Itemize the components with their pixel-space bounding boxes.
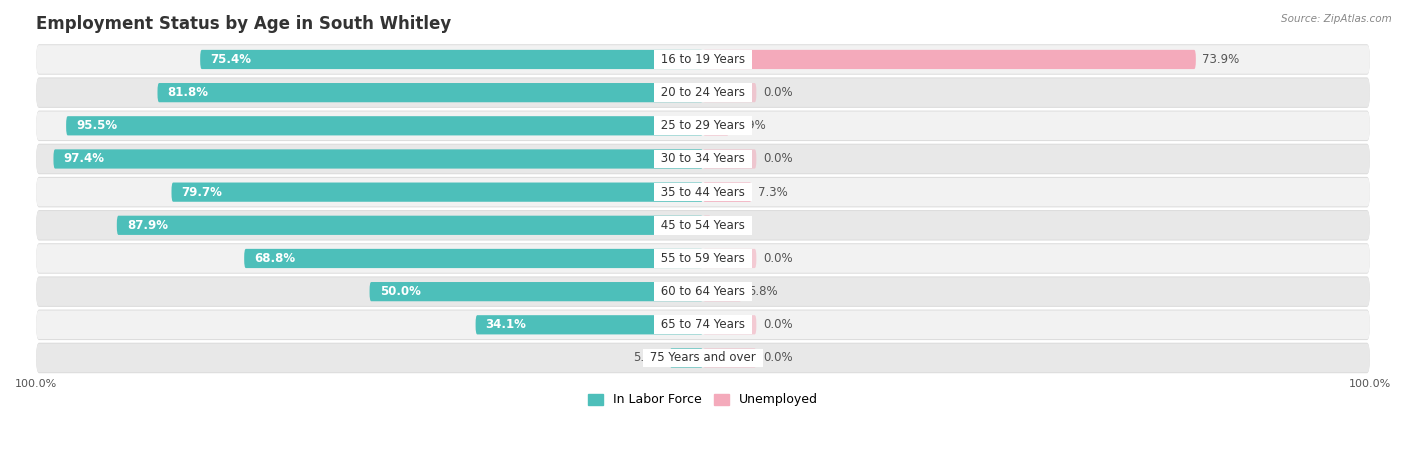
FancyBboxPatch shape <box>172 183 703 202</box>
FancyBboxPatch shape <box>37 309 1369 340</box>
FancyBboxPatch shape <box>37 45 1369 74</box>
Text: 16 to 19 Years: 16 to 19 Years <box>657 53 749 66</box>
FancyBboxPatch shape <box>37 276 1369 307</box>
Text: 79.7%: 79.7% <box>181 186 222 198</box>
FancyBboxPatch shape <box>37 44 1369 75</box>
Text: 50.0%: 50.0% <box>380 285 420 298</box>
Text: 81.8%: 81.8% <box>167 86 208 99</box>
FancyBboxPatch shape <box>703 116 728 135</box>
FancyBboxPatch shape <box>37 78 1369 107</box>
FancyBboxPatch shape <box>370 282 703 301</box>
Text: Employment Status by Age in South Whitley: Employment Status by Age in South Whitle… <box>37 15 451 33</box>
Text: 0.0%: 0.0% <box>763 152 793 166</box>
Text: 73.9%: 73.9% <box>1202 53 1240 66</box>
Text: 55 to 59 Years: 55 to 59 Years <box>657 252 749 265</box>
FancyBboxPatch shape <box>37 110 1369 141</box>
FancyBboxPatch shape <box>37 343 1369 373</box>
FancyBboxPatch shape <box>703 83 756 102</box>
Text: 95.5%: 95.5% <box>76 120 117 132</box>
Text: 35 to 44 Years: 35 to 44 Years <box>657 186 749 198</box>
FancyBboxPatch shape <box>37 78 1369 108</box>
FancyBboxPatch shape <box>157 83 703 102</box>
FancyBboxPatch shape <box>53 149 703 169</box>
FancyBboxPatch shape <box>703 183 752 202</box>
Text: 30 to 34 Years: 30 to 34 Years <box>657 152 749 166</box>
FancyBboxPatch shape <box>703 249 756 268</box>
Text: 5.8%: 5.8% <box>748 285 778 298</box>
FancyBboxPatch shape <box>703 216 711 235</box>
Text: 65 to 74 Years: 65 to 74 Years <box>657 318 749 331</box>
Text: 0.0%: 0.0% <box>763 351 793 364</box>
Text: 75 Years and over: 75 Years and over <box>647 351 759 364</box>
Text: 3.9%: 3.9% <box>735 120 765 132</box>
FancyBboxPatch shape <box>703 149 756 169</box>
FancyBboxPatch shape <box>37 277 1369 306</box>
Text: 34.1%: 34.1% <box>485 318 526 331</box>
FancyBboxPatch shape <box>37 111 1369 140</box>
FancyBboxPatch shape <box>37 243 1369 274</box>
Text: Source: ZipAtlas.com: Source: ZipAtlas.com <box>1281 14 1392 23</box>
FancyBboxPatch shape <box>37 210 1369 240</box>
Text: 0.0%: 0.0% <box>763 318 793 331</box>
FancyBboxPatch shape <box>37 311 1369 339</box>
Text: 75.4%: 75.4% <box>209 53 252 66</box>
FancyBboxPatch shape <box>117 216 703 235</box>
FancyBboxPatch shape <box>37 145 1369 173</box>
Text: 87.9%: 87.9% <box>127 219 167 232</box>
FancyBboxPatch shape <box>37 244 1369 273</box>
FancyBboxPatch shape <box>703 315 756 335</box>
Text: 68.8%: 68.8% <box>254 252 295 265</box>
Text: 5.0%: 5.0% <box>633 351 664 364</box>
FancyBboxPatch shape <box>475 315 703 335</box>
FancyBboxPatch shape <box>703 50 1197 69</box>
FancyBboxPatch shape <box>669 348 703 368</box>
FancyBboxPatch shape <box>37 211 1369 239</box>
Text: 45 to 54 Years: 45 to 54 Years <box>657 219 749 232</box>
Text: 1.2%: 1.2% <box>717 219 748 232</box>
FancyBboxPatch shape <box>200 50 703 69</box>
Text: 0.0%: 0.0% <box>763 252 793 265</box>
FancyBboxPatch shape <box>37 178 1369 207</box>
FancyBboxPatch shape <box>37 177 1369 207</box>
Legend: In Labor Force, Unemployed: In Labor Force, Unemployed <box>583 388 823 411</box>
Text: 0.0%: 0.0% <box>763 86 793 99</box>
Text: 60 to 64 Years: 60 to 64 Years <box>657 285 749 298</box>
FancyBboxPatch shape <box>66 116 703 135</box>
Text: 25 to 29 Years: 25 to 29 Years <box>657 120 749 132</box>
FancyBboxPatch shape <box>245 249 703 268</box>
Text: 7.3%: 7.3% <box>758 186 789 198</box>
FancyBboxPatch shape <box>37 144 1369 174</box>
FancyBboxPatch shape <box>703 282 742 301</box>
Text: 20 to 24 Years: 20 to 24 Years <box>657 86 749 99</box>
Text: 97.4%: 97.4% <box>63 152 104 166</box>
FancyBboxPatch shape <box>703 348 756 368</box>
FancyBboxPatch shape <box>37 344 1369 372</box>
